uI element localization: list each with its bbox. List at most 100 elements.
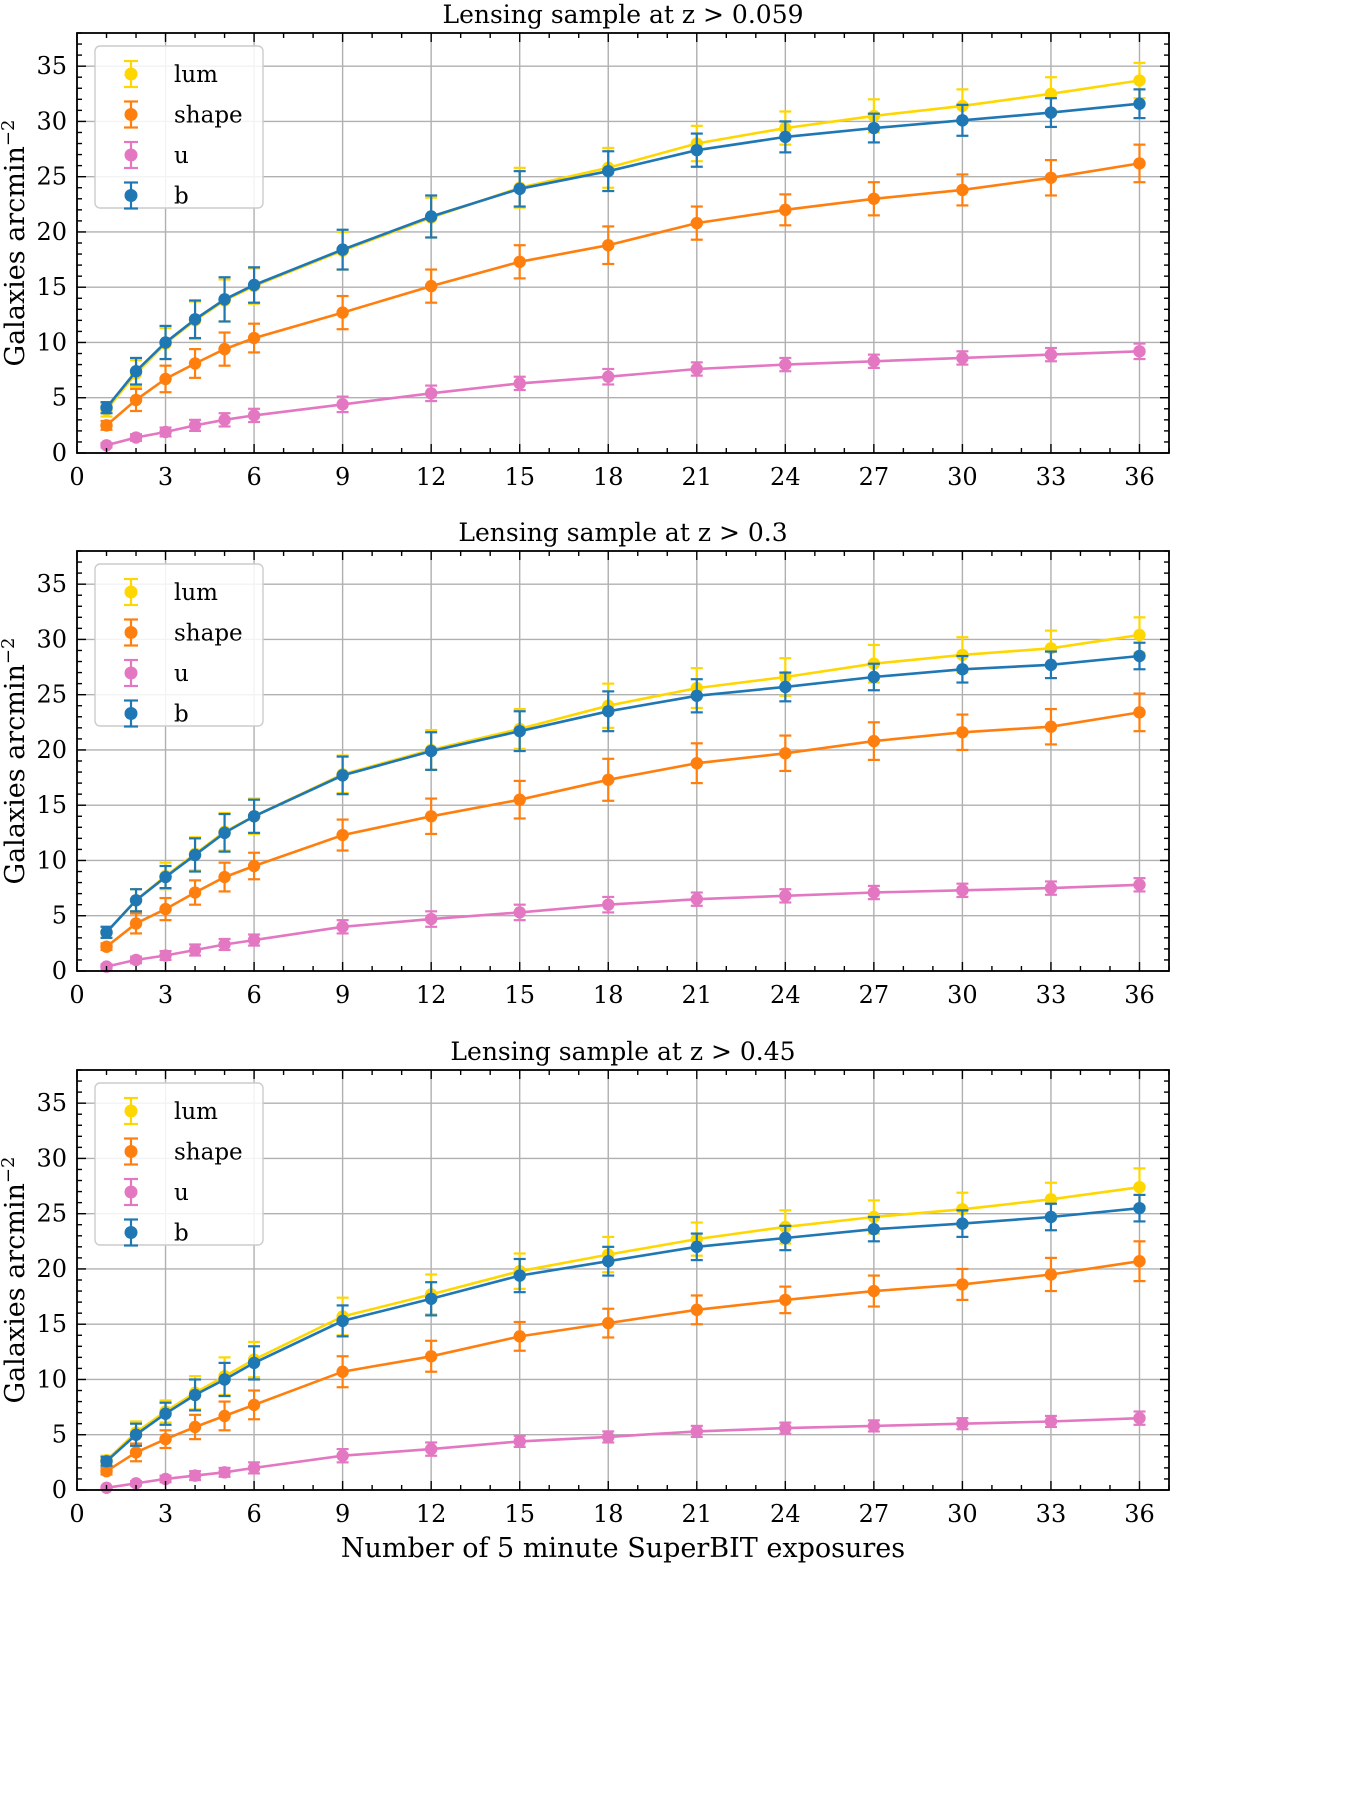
data-point xyxy=(100,1455,113,1468)
x-tick-label: 30 xyxy=(947,981,978,1009)
x-tick-label: 24 xyxy=(770,463,801,491)
data-point xyxy=(188,1420,202,1434)
y-axis-label: Galaxies arcmin−2 xyxy=(0,120,31,367)
data-point xyxy=(779,130,792,144)
series-shape xyxy=(100,143,1146,432)
legend-marker xyxy=(124,585,138,599)
legend: lum shape ub xyxy=(94,563,264,728)
chart-title: Lensing sample at z > 0.45 xyxy=(450,1037,795,1066)
data-point xyxy=(956,1417,969,1430)
data-point xyxy=(247,933,261,947)
y-tick-label: 35 xyxy=(36,1089,67,1117)
x-tick-label: 3 xyxy=(158,981,173,1009)
data-point xyxy=(1133,1411,1146,1425)
data-point xyxy=(129,917,143,930)
data-point xyxy=(1044,87,1058,100)
y-tick-label: 10 xyxy=(36,328,67,356)
data-point xyxy=(867,355,881,368)
legend-label: shape xyxy=(174,1140,243,1166)
legend-marker xyxy=(124,1104,138,1118)
y-tick-label: 25 xyxy=(36,681,67,709)
data-point xyxy=(424,1350,438,1363)
legend-label: shape xyxy=(174,621,243,647)
legend-marker xyxy=(124,666,138,680)
x-tick-label: 30 xyxy=(947,463,978,491)
data-point xyxy=(247,278,261,292)
legend-item: shape xyxy=(124,1137,243,1166)
data-point xyxy=(1133,649,1146,663)
data-point xyxy=(100,401,113,414)
series-line xyxy=(105,654,1140,934)
data-point xyxy=(602,239,615,252)
data-point xyxy=(956,1217,969,1230)
series-line xyxy=(105,1206,1140,1463)
legend-marker xyxy=(124,707,138,720)
data-point xyxy=(188,886,202,899)
x-tick-label: 12 xyxy=(416,1500,447,1528)
data-point xyxy=(690,362,703,376)
y-tick-label: 20 xyxy=(36,218,67,246)
data-point xyxy=(1044,658,1058,672)
series-b xyxy=(100,88,1146,415)
data-point xyxy=(159,902,172,916)
data-point xyxy=(218,870,231,884)
y-tick-label: 20 xyxy=(36,736,67,764)
data-point xyxy=(602,773,615,786)
data-point xyxy=(602,1316,615,1330)
data-point xyxy=(867,1284,881,1298)
data-point xyxy=(1044,348,1058,361)
data-point xyxy=(424,210,438,223)
data-point xyxy=(188,357,202,370)
data-point xyxy=(779,747,792,760)
data-point xyxy=(513,906,526,919)
legend-item: lum xyxy=(124,577,218,607)
data-point xyxy=(159,336,172,349)
data-point xyxy=(779,889,792,903)
data-point xyxy=(159,1432,172,1446)
chart-panel-3: Lensing sample at z > 0.45 Galaxies arcm… xyxy=(0,1037,1170,1564)
data-point xyxy=(513,377,526,390)
data-point xyxy=(1133,1201,1146,1215)
data-point xyxy=(867,121,881,135)
data-point xyxy=(247,810,261,823)
data-point xyxy=(1044,881,1058,895)
x-tick-label: 33 xyxy=(1036,981,1067,1009)
data-point xyxy=(1133,628,1146,642)
x-tick-label: 27 xyxy=(859,981,890,1009)
y-tick-label: 15 xyxy=(36,273,67,301)
data-point xyxy=(956,351,969,365)
y-tick-label: 20 xyxy=(36,1255,67,1283)
y-tick-label: 35 xyxy=(36,52,67,80)
y-tick-label: 15 xyxy=(36,1310,67,1338)
y-tick-label: 25 xyxy=(36,1200,67,1228)
data-point xyxy=(218,342,231,356)
data-point xyxy=(100,940,113,953)
series-u xyxy=(100,1410,1146,1494)
legend-item: lum xyxy=(124,59,218,89)
data-point xyxy=(1044,1415,1058,1428)
data-point xyxy=(1133,1180,1146,1194)
data-point xyxy=(100,439,113,452)
legend: lum shape ub xyxy=(94,45,264,210)
legend-item: lum xyxy=(124,1096,218,1126)
data-point xyxy=(956,726,969,739)
data-point xyxy=(956,114,969,127)
data-point xyxy=(218,938,231,951)
legend: lum shape ub xyxy=(94,1082,264,1247)
data-point xyxy=(513,724,526,738)
data-point xyxy=(867,1419,881,1433)
data-point xyxy=(159,372,172,386)
legend-label: u xyxy=(174,661,189,687)
axis-ticks xyxy=(76,1069,1170,1491)
y-tick-label: 5 xyxy=(52,1421,67,1449)
x-tick-label: 21 xyxy=(682,463,713,491)
x-tick-label: 6 xyxy=(246,463,261,491)
data-point xyxy=(1133,157,1146,170)
legend-label: u xyxy=(174,143,189,169)
data-point xyxy=(1044,1210,1058,1224)
series-u xyxy=(100,342,1146,452)
legend-marker xyxy=(124,1145,138,1158)
data-point xyxy=(218,413,231,427)
data-point xyxy=(159,1407,172,1420)
series-line xyxy=(105,1259,1140,1473)
